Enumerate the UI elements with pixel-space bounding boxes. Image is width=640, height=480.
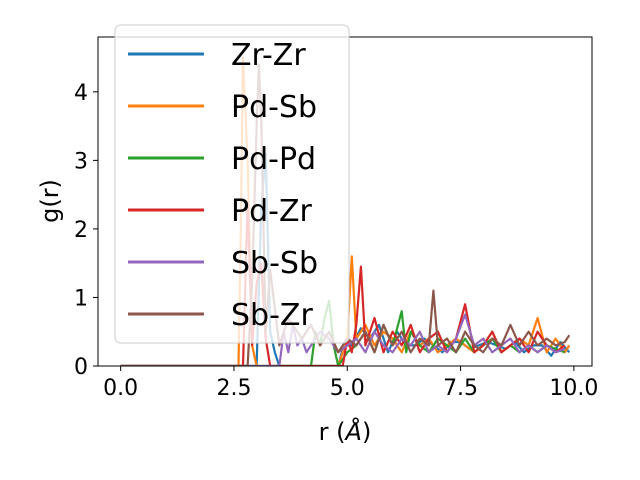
y-tick-label: 2 xyxy=(74,218,88,243)
y-tick-label: 1 xyxy=(74,286,88,311)
x-tick-label: 0.0 xyxy=(103,376,138,401)
x-axis-label: r (Å) xyxy=(319,417,372,446)
legend-label: Sb-Sb xyxy=(231,246,318,281)
legend-label: Zr-Zr xyxy=(231,38,306,73)
legend: Zr-Zr Pd-Sb Pd-Pd Pd-Zr Sb-Sb Sb-Zr xyxy=(114,24,350,344)
legend-label: Sb-Zr xyxy=(231,298,313,333)
x-tick-label: 2.5 xyxy=(216,376,251,401)
x-tick-label: 10.0 xyxy=(549,376,598,401)
x-ticks: 0.0 2.5 5.0 7.5 10.0 xyxy=(103,366,598,401)
legend-label: Pd-Pd xyxy=(231,142,316,177)
y-axis-label: g(r) xyxy=(36,179,64,223)
y-ticks: 0 1 2 3 4 xyxy=(74,81,98,380)
y-tick-label: 3 xyxy=(74,149,88,174)
y-tick-label: 0 xyxy=(74,355,88,380)
x-tick-label: 7.5 xyxy=(443,376,478,401)
legend-label: Pd-Zr xyxy=(231,194,313,229)
legend-label: Pd-Sb xyxy=(231,90,317,125)
y-tick-label: 4 xyxy=(74,81,88,106)
x-tick-label: 5.0 xyxy=(330,376,365,401)
legend-entries: Zr-Zr Pd-Sb Pd-Pd Pd-Zr Sb-Sb Sb-Zr xyxy=(128,38,318,333)
